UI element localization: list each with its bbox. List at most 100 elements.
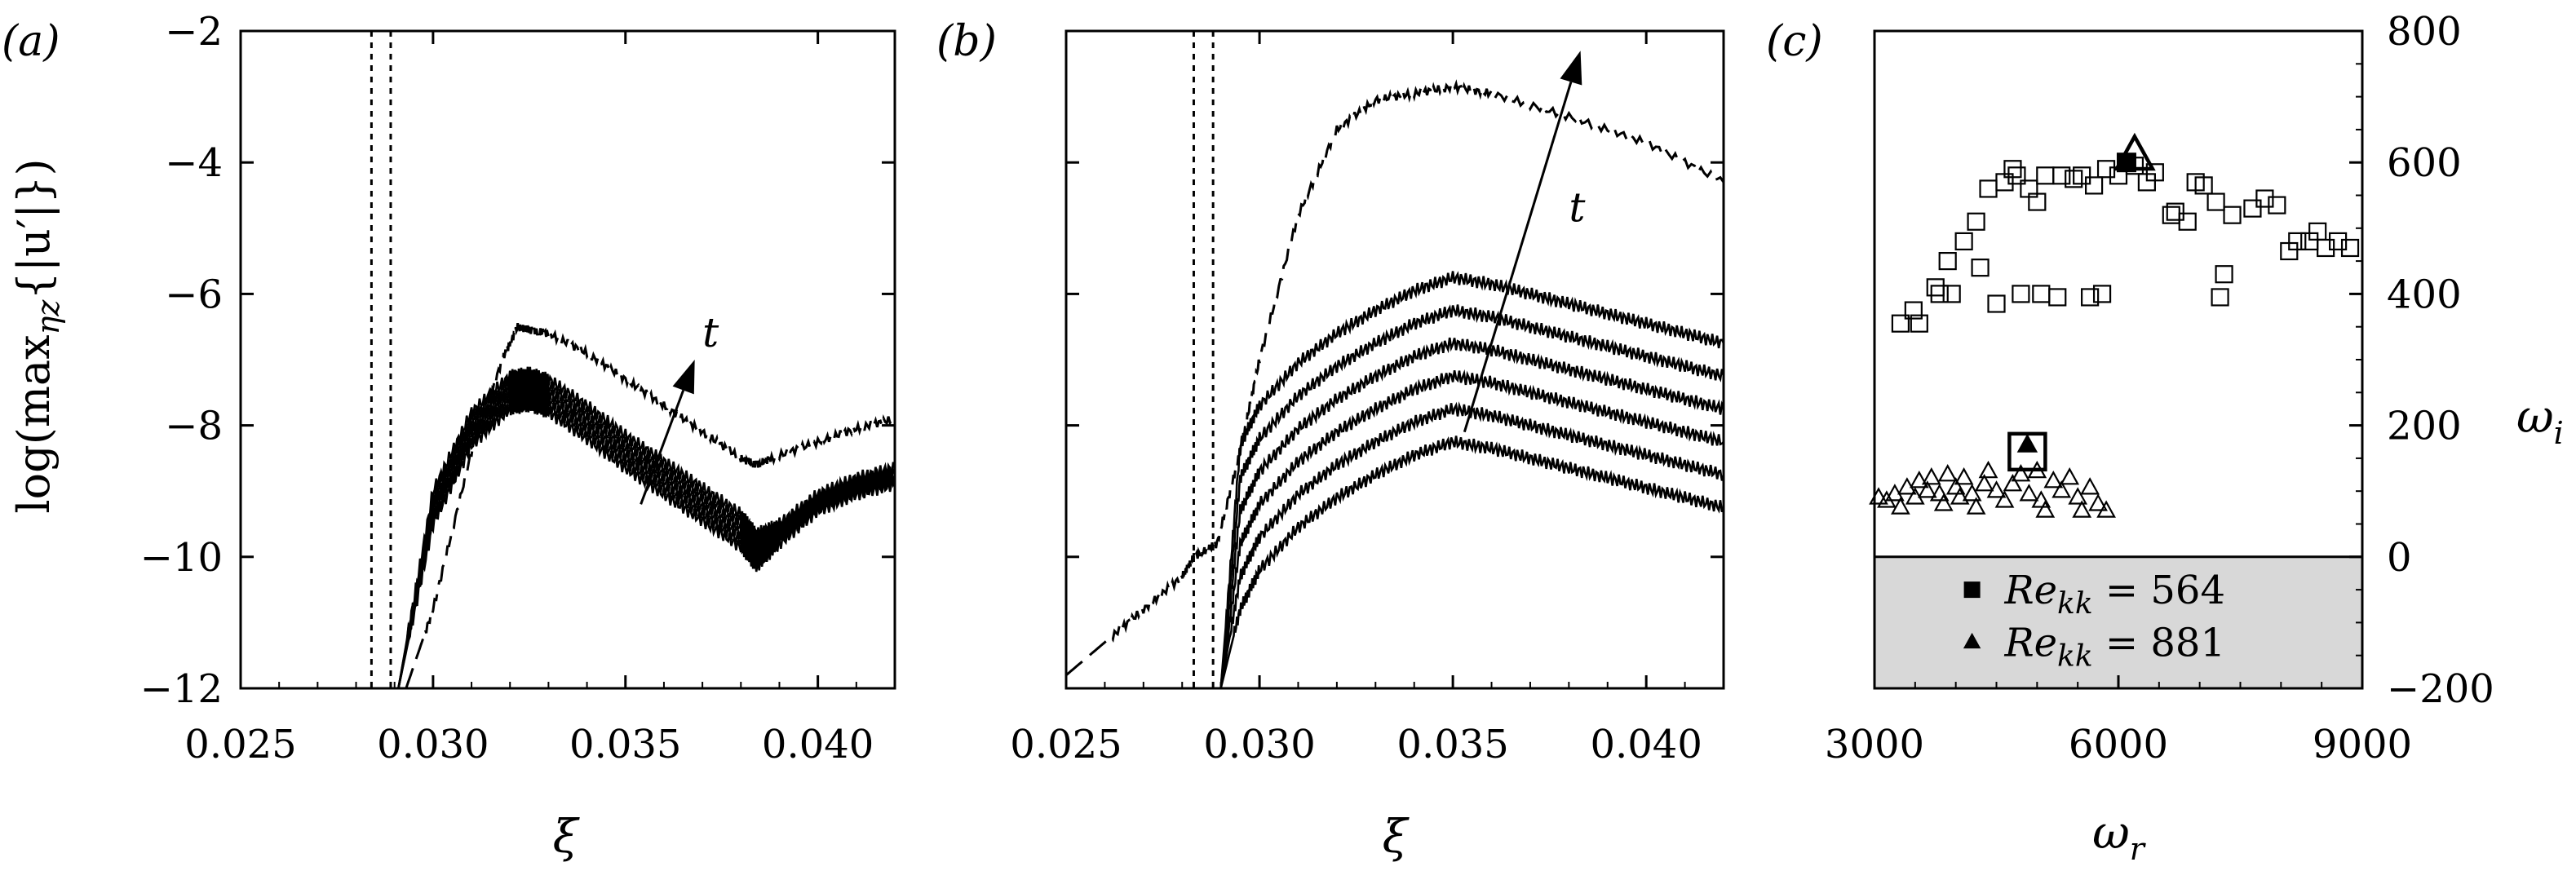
x-tick-label: 0.040 (762, 722, 874, 767)
panel-a-ylabel: log(maxηz{|u′|}) (8, 158, 66, 513)
x-tick-label: 0.025 (184, 722, 296, 767)
panel-a-series (397, 322, 896, 689)
square-point (2211, 288, 2229, 307)
x-tick-label: 0.035 (1396, 722, 1508, 767)
square-point (2012, 285, 2030, 303)
square-point (2178, 212, 2197, 231)
square-point (2243, 199, 2262, 218)
triangle-point (1909, 471, 1929, 489)
triangle-point (1986, 480, 2007, 498)
x-tick-label: 9000 (2313, 722, 2412, 767)
panel-a-time-arrow: t (640, 309, 719, 505)
panel-a-label: (a) (2, 17, 60, 66)
y-tick-label: −12 (140, 666, 223, 712)
triangle-point (2080, 477, 2100, 495)
triangle-point (1869, 487, 1888, 505)
x-tick-label: 0.030 (377, 722, 489, 767)
panel-b-xlabel: ξ (1383, 811, 1410, 864)
triangle-point (1917, 480, 1937, 498)
solid-series-line-t3 (397, 387, 896, 689)
square-point (2036, 166, 2055, 185)
triangle-point (1945, 477, 1966, 495)
triangle-point (2035, 500, 2056, 518)
square-point (2092, 285, 2112, 303)
time-arrow-label: t (1569, 184, 1586, 232)
panel-a-xlabel: ξ (553, 811, 581, 864)
triangle-point (2031, 490, 2052, 508)
solid-series-line-t5 (1219, 304, 1725, 689)
solid-series-line-t1 (1219, 436, 1725, 689)
x-tick-label: 0.040 (1590, 722, 1702, 767)
panel-b-ticks: 0.025 0.030 0.035 0.040 (1010, 29, 1724, 767)
y-tick-label: −6 (165, 272, 223, 317)
panel-c-ticks: 3000 6000 9000 −200 0 200 400 600 800 (1825, 9, 2494, 767)
triangle-point (2027, 460, 2047, 479)
triangle-point (1974, 474, 1994, 492)
solid-series-line-t2 (397, 392, 896, 689)
square-point (2268, 196, 2286, 214)
square-point (2166, 202, 2184, 221)
panel-c-points (1869, 132, 2360, 518)
square-point (1930, 285, 1949, 303)
panel-c-xlabel: ωr (2092, 807, 2147, 867)
square-point (1942, 285, 1961, 303)
square-point (2085, 176, 2104, 195)
x-tick-label: 0.025 (1010, 722, 1122, 767)
y-tick-label: −4 (165, 140, 223, 186)
square-filled-marker (2116, 153, 2136, 173)
square-point (2317, 238, 2335, 258)
y-tick-label: −200 (2387, 666, 2494, 712)
square-point (2003, 160, 2022, 179)
square-point (2073, 166, 2091, 185)
triangle-point (1994, 490, 2015, 508)
legend-label: Rekk = 564 (2003, 568, 2225, 621)
square-point (1971, 259, 1990, 277)
square-point (1987, 294, 2006, 313)
triangle-point (2011, 464, 2031, 482)
square-point (1910, 314, 1928, 333)
square-point (2194, 176, 2213, 195)
panel-c-shaded-region (1874, 555, 2362, 688)
panel-b-frame (1064, 29, 1725, 690)
square-point (2096, 160, 2116, 179)
dashed-series-line (1065, 79, 1725, 677)
solid-series-line-t4 (1219, 337, 1725, 689)
square-point (1979, 179, 1998, 198)
negative-growth-shade (1874, 556, 2362, 688)
panel-b: (b) ξ 0.025 0.030 0.035 0.040 t (936, 17, 1725, 864)
square-point (2052, 166, 2071, 185)
solid-series-line-t1 (397, 400, 896, 689)
square-point (2145, 163, 2164, 182)
panel-a-ticks: 0.025 0.030 0.035 0.040 −12 −10 −8 −6 −4 −2 (140, 9, 896, 767)
square-point (1904, 301, 1923, 320)
triangle-point (2060, 467, 2080, 485)
time-arrow-shaft (1463, 82, 1573, 433)
triangle-point (1962, 484, 1982, 502)
time-arrow-shaft (640, 389, 685, 505)
square-point (2206, 192, 2225, 211)
panel-b-label: (b) (936, 17, 997, 66)
square-point (2255, 189, 2274, 208)
time-arrow-head (672, 360, 695, 395)
triangle-point (2043, 471, 2064, 489)
square-point (2288, 232, 2307, 251)
y-tick-label: −10 (140, 535, 223, 581)
triangle-point (1891, 497, 1910, 515)
triangle-point (1921, 467, 1941, 485)
y-tick-label: −8 (165, 404, 223, 449)
square-point (2048, 288, 2067, 307)
y-tick-label: −2 (165, 9, 223, 55)
square-point (1926, 278, 1945, 297)
square-point (1954, 232, 1973, 251)
y-tick-label: 400 (2387, 272, 2462, 317)
x-tick-label: 3000 (1825, 722, 1924, 767)
panel-c-label: (c) (1766, 17, 1823, 66)
square-point (2223, 206, 2242, 224)
triangle-point (2096, 500, 2116, 518)
legend-label: Rekk = 881 (2003, 621, 2225, 674)
triangle-point (1950, 487, 1970, 505)
triangle-point (2052, 480, 2072, 498)
triangle-point (2019, 484, 2039, 502)
triangle-point (2068, 487, 2088, 505)
x-tick-label: 0.035 (569, 722, 681, 767)
